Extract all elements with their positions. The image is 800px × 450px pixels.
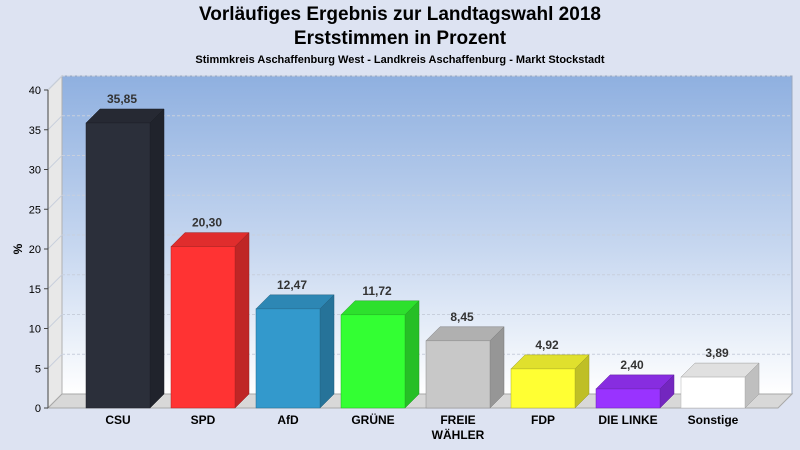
bar-side — [234, 232, 250, 409]
y-tick-label: 25 — [29, 204, 41, 216]
bar-top — [340, 300, 420, 316]
gridline-side — [47, 155, 63, 170]
bar — [595, 388, 661, 409]
chart-title-line-2: Erststimmen in Prozent — [293, 28, 507, 49]
x-tick-label: WÄHLER — [432, 427, 485, 442]
y-tick-label: 30 — [29, 165, 41, 177]
bar — [170, 246, 236, 409]
gridline-side — [47, 353, 63, 369]
y-tick-label: 0 — [35, 403, 41, 415]
data-label: 3,89 — [705, 346, 729, 360]
bar-side — [149, 108, 165, 409]
bar-top — [425, 326, 505, 342]
y-tick-label: 15 — [29, 284, 41, 296]
bar-top — [85, 108, 165, 124]
data-label: 35,85 — [107, 92, 137, 106]
y-tick-label: 5 — [35, 363, 41, 375]
gridline-side — [47, 75, 63, 91]
bar — [680, 376, 746, 409]
bar-top — [170, 232, 250, 247]
y-tick-label: 10 — [29, 324, 41, 336]
bar-top — [680, 362, 760, 378]
x-tick-label: GRÜNE — [351, 412, 394, 427]
bar — [255, 308, 321, 409]
x-tick-label: SPD — [191, 413, 216, 427]
gridline-side — [47, 194, 63, 210]
bar — [425, 340, 491, 409]
x-tick-label: FDP — [531, 413, 555, 427]
bar-side — [404, 300, 420, 409]
gridline-side — [47, 314, 63, 329]
gridline-side — [47, 234, 63, 250]
gridline-side — [47, 115, 63, 131]
bar — [85, 122, 151, 409]
chart-title: Vorläufiges Ergebnis zur Landtagswahl 20… — [199, 4, 601, 25]
x-tick-label: DIE LINKE — [598, 413, 657, 427]
x-tick-label: AfD — [277, 413, 299, 427]
y-tick-label: 35 — [29, 125, 41, 137]
data-label: 8,45 — [450, 310, 474, 324]
bar-top — [510, 354, 590, 370]
data-label: 2,40 — [620, 358, 644, 372]
gridline-side — [47, 274, 63, 290]
y-tick-label: 40 — [29, 85, 41, 97]
data-label: 11,72 — [362, 284, 392, 298]
data-label: 4,92 — [535, 338, 559, 352]
x-tick-label: Sonstige — [688, 413, 739, 427]
data-label: 12,47 — [277, 278, 307, 292]
data-label: 20,30 — [192, 216, 222, 230]
chart-subtitle: Stimmkreis Aschaffenburg West - Landkrei… — [195, 54, 605, 66]
y-axis-label: % — [11, 243, 25, 254]
x-tick-label: CSU — [105, 413, 130, 427]
bar — [340, 314, 406, 409]
y-tick-label: 20 — [29, 244, 41, 256]
bar-top — [595, 374, 675, 390]
x-tick-label: FREIE — [440, 413, 475, 427]
bar-top — [255, 294, 335, 310]
bar — [510, 368, 576, 409]
bar-side — [319, 294, 335, 409]
